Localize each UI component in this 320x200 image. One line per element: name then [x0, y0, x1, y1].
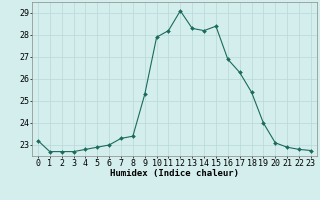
X-axis label: Humidex (Indice chaleur): Humidex (Indice chaleur)	[110, 169, 239, 178]
